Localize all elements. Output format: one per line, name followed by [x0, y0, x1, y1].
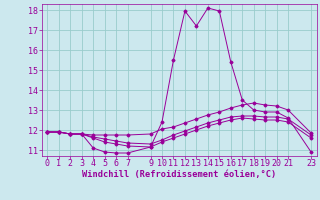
X-axis label: Windchill (Refroidissement éolien,°C): Windchill (Refroidissement éolien,°C) [82, 170, 276, 179]
